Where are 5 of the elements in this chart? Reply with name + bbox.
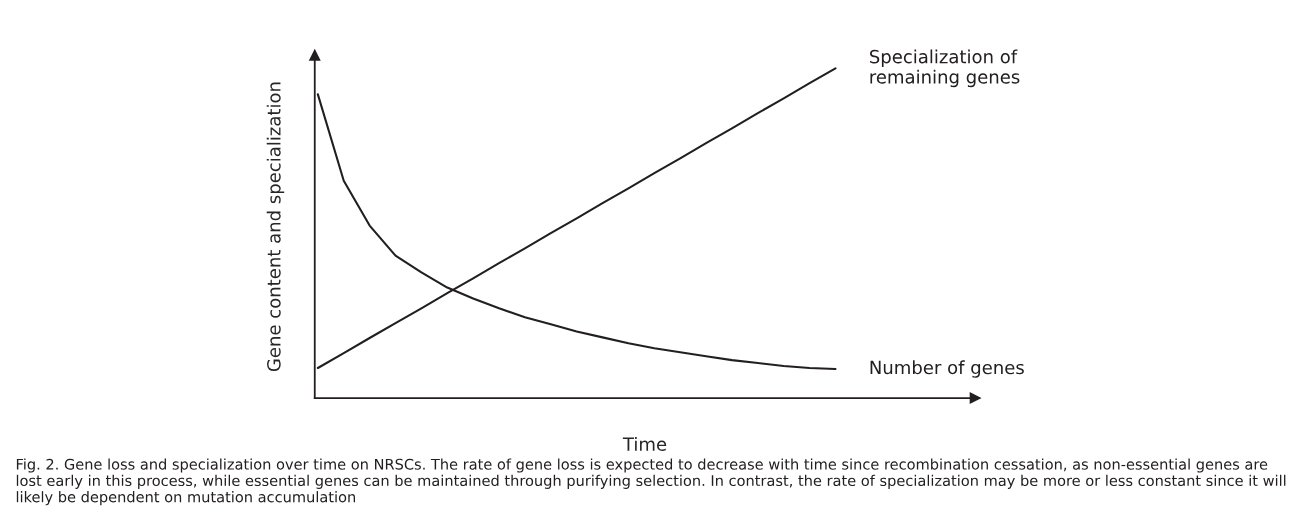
series-label: Specialization of remaining genes [870, 49, 1020, 88]
x-axis-title: Time [622, 436, 667, 451]
y-axis-title: Gene content and specialization [266, 82, 285, 372]
series-label: Number of genes [870, 360, 1024, 378]
caption: Fig. 2. Gene loss and specialization over time on NRSCs. The rate of gene loss is expected to decrease with time since recombination cessation, as non-essential genes are lost early in this process, while essential genes can be maintained through purifying selection. In contrast, the rate of specialization may be more or less constant since it will likely be dependent on mutation accumulation [16, 458, 1286, 506]
